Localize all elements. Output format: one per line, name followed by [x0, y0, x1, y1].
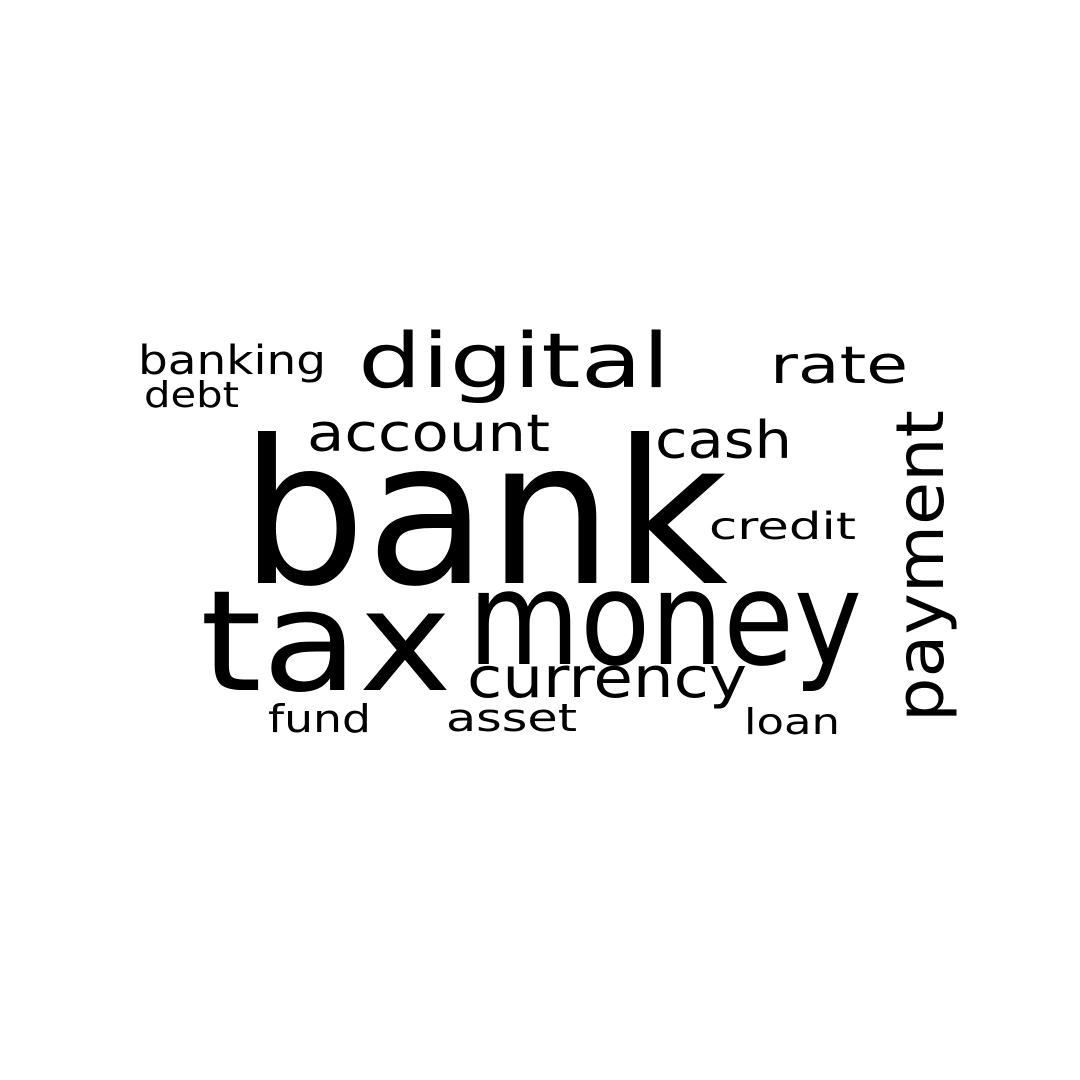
word-banking: banking: [138, 338, 326, 384]
word-rate: rate: [770, 336, 908, 396]
word-account: account: [307, 404, 550, 464]
word-loan: loan: [744, 702, 840, 743]
word-tax: tax: [200, 561, 452, 724]
word-payment: payment: [882, 410, 959, 722]
word-money: money: [468, 543, 862, 695]
word-cash: cash: [655, 411, 792, 471]
word-credit: credit: [709, 505, 856, 548]
word-asset: asset: [446, 696, 577, 740]
word-currency: currency: [467, 646, 747, 711]
word-digital: digital: [358, 316, 670, 405]
word-debt: debt: [144, 375, 239, 416]
word-fund: fund: [268, 697, 371, 741]
word-bank: bank: [240, 398, 728, 631]
